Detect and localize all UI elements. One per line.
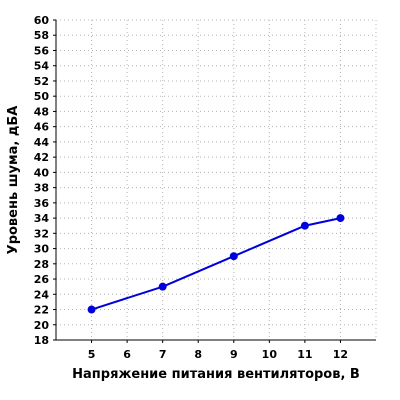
x-tick-labels: 5 6 7 8 9 10 11 12: [88, 340, 348, 361]
y-tick-label: 30: [34, 243, 50, 256]
y-tick-label: 50: [34, 90, 50, 103]
grid: [56, 19, 377, 340]
x-tick-label: 12: [333, 348, 348, 361]
data-point: [158, 282, 167, 291]
y-tick-label: 46: [34, 121, 50, 134]
y-axis-title: Уровень шума, дБА: [6, 106, 21, 255]
y-tick-label: 42: [34, 151, 49, 164]
y-tick-label: 26: [34, 273, 50, 286]
series: [87, 214, 345, 314]
y-tick-label: 54: [34, 60, 50, 73]
y-tick-label: 36: [34, 197, 50, 210]
y-tick-label: 44: [34, 136, 50, 149]
y-tick-label: 38: [34, 182, 49, 195]
x-tick-label: 6: [123, 348, 131, 361]
series-line-segment: [304, 217, 341, 227]
data-point: [300, 221, 309, 230]
y-tick-label: 18: [34, 334, 49, 347]
y-tick-label: 56: [34, 44, 50, 57]
y-tick-label: 24: [34, 288, 50, 301]
y-tick-label: 60: [34, 14, 50, 27]
data-point: [229, 252, 238, 261]
y-tick-label: 40: [34, 166, 50, 179]
y-tick-label: 34: [34, 212, 50, 225]
x-tick-label: 10: [262, 348, 278, 361]
series-line-segment: [162, 255, 235, 288]
x-axis-title: Напряжение питания вентиляторов, В: [72, 367, 360, 382]
series-0: [87, 214, 345, 314]
y-tick-label: 58: [34, 29, 49, 42]
x-tick-label: 8: [194, 348, 202, 361]
y-tick-label: 28: [34, 258, 49, 271]
x-tick-label: 9: [230, 348, 238, 361]
x-tick-label: 11: [297, 348, 312, 361]
data-point: [336, 214, 345, 223]
y-tick-labels: 18 20 22 24 26 28 30 32 34 36 38 40 42 44 46 48 50 52 54 56…: [34, 14, 56, 347]
y-tick-label: 22: [34, 304, 49, 317]
data-point: [87, 305, 96, 314]
series-line-segment: [233, 224, 306, 258]
y-tick-label: 32: [34, 227, 49, 240]
y-tick-label: 52: [34, 75, 49, 88]
axes: [55, 20, 376, 341]
y-tick-label: 20: [34, 319, 50, 332]
y-tick-label: 48: [34, 105, 49, 118]
x-tick-label: 5: [88, 348, 96, 361]
x-tick-label: 7: [159, 348, 167, 361]
series-line-segment: [91, 285, 163, 311]
